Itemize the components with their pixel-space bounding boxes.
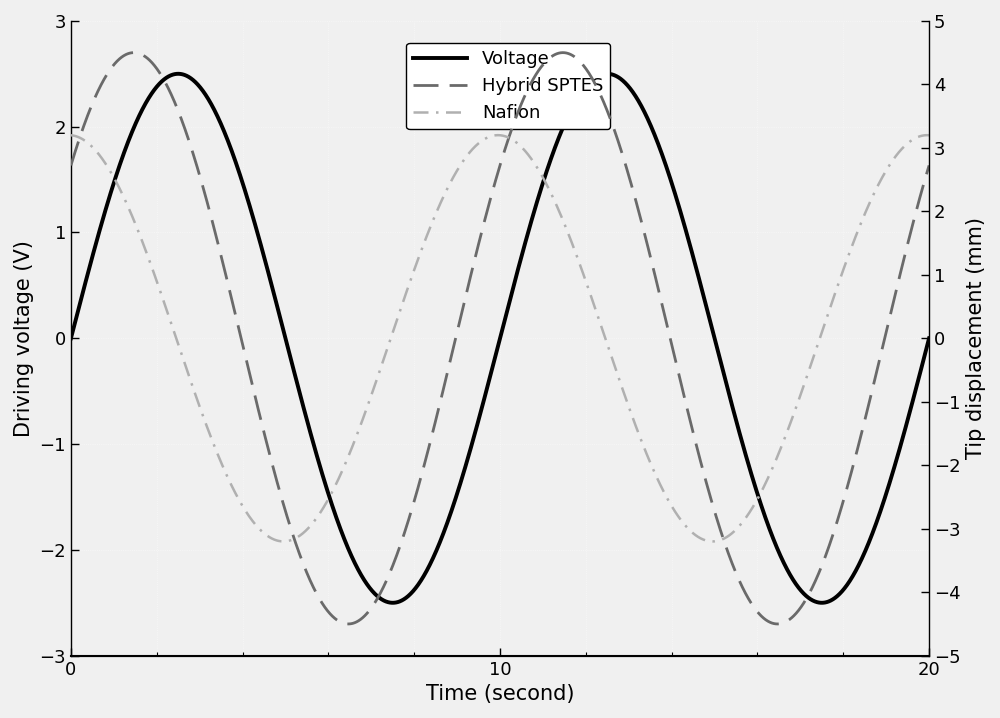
Voltage: [433, 541, 445, 550]
Hybrid SPTES: [426, 432, 438, 440]
Voltage: [426, 556, 438, 565]
Voltage: [923, 334, 935, 342]
Voltage: [473, 414, 485, 423]
Voltage: [689, 258, 701, 266]
Line: Nafion: Nafion: [71, 135, 929, 541]
Nafion: [923, 131, 935, 139]
Nafion: [473, 139, 485, 148]
Voltage: [897, 432, 909, 441]
Nafion: [689, 530, 701, 538]
Hybrid SPTES: [433, 404, 445, 412]
X-axis label: Time (second): Time (second): [426, 684, 574, 704]
Line: Hybrid SPTES: Hybrid SPTES: [71, 52, 929, 624]
Hybrid SPTES: [689, 434, 701, 443]
Line: Voltage: Voltage: [71, 74, 929, 603]
Nafion: [897, 143, 909, 151]
Hybrid SPTES: [897, 258, 909, 266]
Legend: Voltage, Hybrid SPTES, Nafion: Voltage, Hybrid SPTES, Nafion: [406, 42, 610, 129]
Hybrid SPTES: [923, 161, 935, 169]
Y-axis label: Driving voltage (V): Driving voltage (V): [14, 240, 34, 437]
Hybrid SPTES: [473, 238, 485, 246]
Hybrid SPTES: [854, 434, 866, 442]
Voltage: [854, 557, 866, 566]
Nafion: [492, 131, 504, 139]
Hybrid SPTES: [128, 48, 140, 57]
Voltage: [172, 70, 184, 78]
Voltage: [65, 334, 77, 342]
Hybrid SPTES: [65, 161, 77, 169]
Nafion: [65, 131, 77, 139]
Voltage: [816, 599, 828, 607]
Hybrid SPTES: [342, 620, 354, 628]
Nafion: [854, 220, 866, 229]
Nafion: [425, 220, 437, 228]
Nafion: [707, 537, 719, 546]
Nafion: [432, 204, 444, 213]
Y-axis label: Tip displacement (mm): Tip displacement (mm): [966, 218, 986, 460]
